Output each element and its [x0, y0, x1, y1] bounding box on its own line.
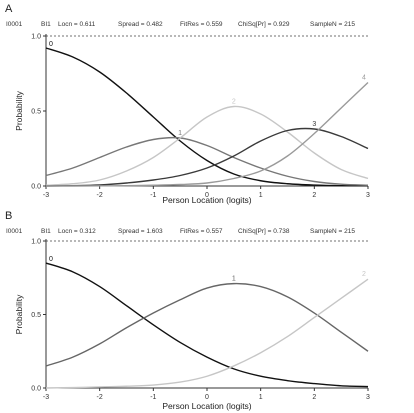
x-tick-label: -2: [97, 394, 103, 401]
series-label-4: 4: [362, 75, 366, 82]
stat-spread: Spread = 1.603: [118, 228, 163, 235]
y-tick-label: 0.5: [31, 312, 41, 319]
x-tick-label: 0: [205, 394, 209, 401]
y-axis-label: Probability: [14, 90, 24, 130]
series-line-2: [45, 278, 369, 389]
panel-letter: B: [5, 210, 12, 222]
x-tick-label: 3: [366, 394, 370, 401]
stat-item: I0001: [6, 21, 23, 28]
series-line-3: [45, 127, 369, 187]
series-label-0: 0: [49, 256, 53, 263]
chart-panel-a: A I0001 BI1 Locn = 0.611 Spread = 0.482 FitRe…: [5, 3, 370, 205]
series-line-1: [45, 282, 369, 367]
stat-samplen: SampleN = 215: [310, 21, 355, 28]
series-line-0: [45, 262, 369, 388]
series-label-2: 2: [362, 271, 366, 278]
y-axis-label: Probability: [14, 294, 24, 334]
stat-chisq: ChiSq[Pr] = 0.738: [238, 228, 290, 235]
x-axis-label: Person Location (logits): [162, 401, 251, 411]
series-label-2: 2: [232, 99, 236, 106]
x-axis-label: Person Location (logits): [162, 195, 251, 205]
y-tick-label: 1.0: [31, 239, 41, 246]
series-label-1: 1: [232, 276, 236, 283]
x-tick-label: -3: [43, 394, 49, 401]
series-line-1: [45, 136, 369, 186]
stat-fitres: FitRes = 0.559: [180, 21, 223, 28]
chart-panel-b: B I0001 BI1 Locn = 0.312 Spread = 1.603 FitRe…: [5, 210, 370, 411]
x-tick-label: -1: [150, 394, 156, 401]
stat-spread: Spread = 0.482: [118, 21, 163, 28]
panel-letter: A: [5, 3, 13, 15]
stat-label: BI1: [41, 21, 51, 28]
y-tick-label: 0.5: [31, 109, 41, 116]
x-tick-label: -3: [43, 192, 49, 199]
stat-samplen: SampleN = 215: [310, 228, 355, 235]
series-label-3: 3: [312, 121, 316, 128]
x-tick-label: 3: [366, 192, 370, 199]
x-tick-label: -2: [97, 192, 103, 199]
stat-chisq: ChiSq[Pr] = 0.929: [238, 21, 290, 28]
series-line-0: [45, 47, 369, 187]
x-tick-label: 0: [205, 192, 209, 199]
stat-locn: Locn = 0.312: [58, 228, 96, 235]
stat-label: BI1: [41, 228, 51, 235]
y-tick-label: 0.0: [31, 386, 41, 393]
series-line-2: [45, 105, 369, 186]
x-tick-label: 1: [259, 192, 263, 199]
x-tick-label: 2: [312, 192, 316, 199]
series-label-1: 1: [178, 130, 182, 137]
stat-locn: Locn = 0.611: [58, 21, 96, 28]
y-tick-label: 0.0: [31, 184, 41, 191]
stat-fitres: FitRes = 0.557: [180, 228, 223, 235]
stat-item: I0001: [6, 228, 23, 235]
series-line-4: [45, 81, 369, 187]
x-tick-label: 1: [259, 394, 263, 401]
y-tick-label: 1.0: [31, 34, 41, 41]
x-tick-label: 2: [312, 394, 316, 401]
x-tick-label: -1: [150, 192, 156, 199]
series-label-0: 0: [49, 41, 53, 48]
